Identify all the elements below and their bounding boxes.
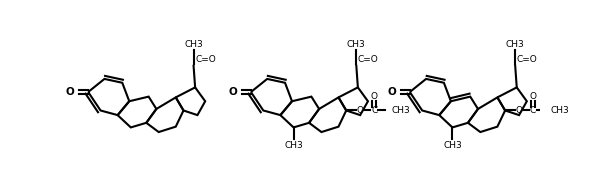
- Text: CH3: CH3: [391, 106, 410, 115]
- Text: O: O: [530, 92, 536, 101]
- Text: O: O: [371, 92, 377, 101]
- Text: CH3: CH3: [550, 106, 569, 115]
- Text: C=O: C=O: [517, 55, 538, 64]
- Text: CH3: CH3: [184, 40, 203, 49]
- Text: CH3: CH3: [284, 141, 303, 150]
- Text: O: O: [228, 87, 237, 97]
- Text: C=O: C=O: [358, 55, 379, 64]
- Text: CH3: CH3: [347, 40, 366, 49]
- Text: CH3: CH3: [443, 141, 462, 150]
- Text: C: C: [530, 106, 536, 115]
- Text: O: O: [387, 87, 396, 97]
- Text: O: O: [356, 106, 364, 115]
- Text: CH3: CH3: [506, 40, 524, 49]
- Text: O: O: [65, 87, 74, 97]
- Text: O: O: [515, 106, 523, 115]
- Text: C: C: [371, 106, 377, 115]
- Text: C=O: C=O: [195, 55, 216, 64]
